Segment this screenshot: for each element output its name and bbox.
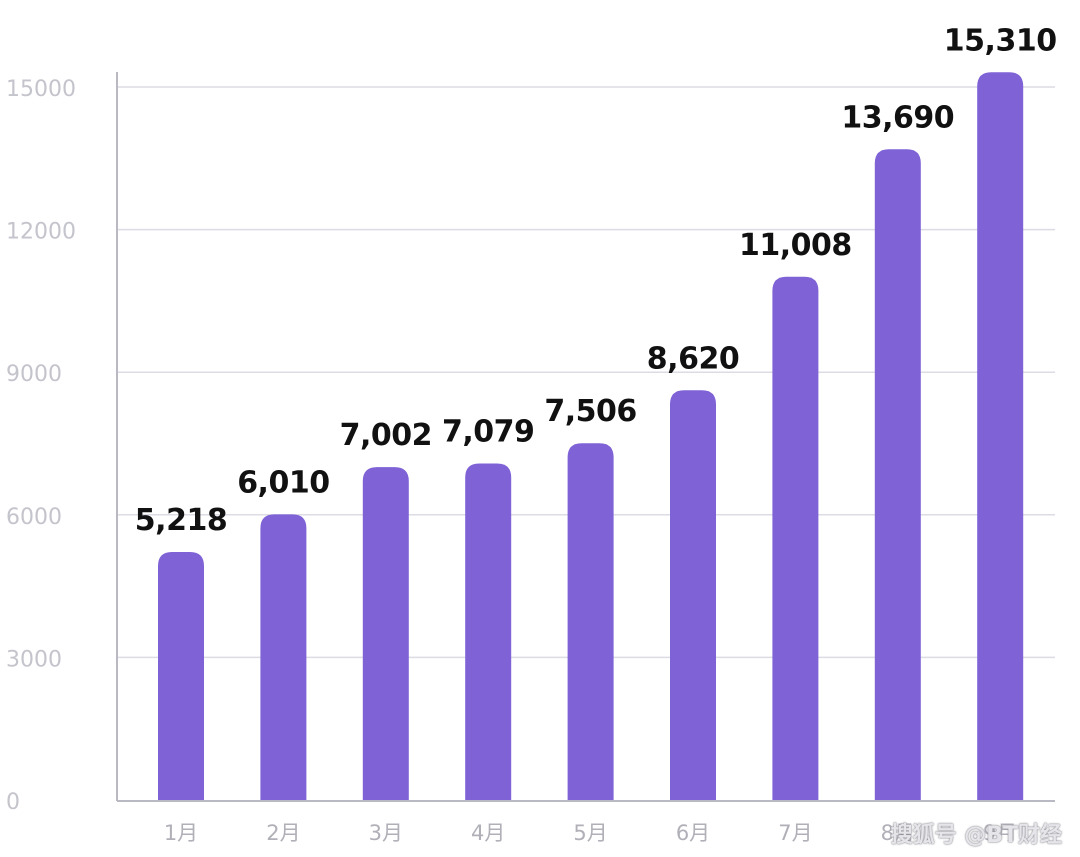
bar xyxy=(260,514,307,800)
watermark: 搜狐号 @BT财经 xyxy=(890,823,1062,848)
x-tick-label: 2月 xyxy=(266,821,300,845)
bar xyxy=(977,72,1024,801)
data-label: 15,310 xyxy=(944,23,1057,58)
x-tick-label: 9月 xyxy=(983,821,1017,845)
x-tick-label: 3月 xyxy=(369,821,403,845)
data-label: 5,218 xyxy=(135,503,227,538)
data-label: 13,690 xyxy=(841,100,954,135)
data-label: 7,506 xyxy=(544,394,636,429)
x-tick-label: 6月 xyxy=(676,821,710,845)
data-label: 7,002 xyxy=(340,418,432,453)
x-tick-label: 8月 xyxy=(881,821,915,845)
x-tick-label: 7月 xyxy=(778,821,812,845)
data-label: 8,620 xyxy=(647,341,739,376)
y-tick-label: 0 xyxy=(6,790,20,815)
y-tick-label: 6000 xyxy=(6,505,62,530)
data-label: 7,079 xyxy=(442,415,534,450)
y-tick-label: 15000 xyxy=(6,77,76,102)
bar xyxy=(772,276,819,800)
bar xyxy=(670,390,716,800)
bar xyxy=(158,551,204,800)
data-label: 11,008 xyxy=(739,228,852,263)
data-label: 6,010 xyxy=(237,465,329,500)
x-tick-label: 5月 xyxy=(573,821,607,845)
x-tick-label: 1月 xyxy=(164,821,198,845)
bar xyxy=(567,443,614,800)
x-tick-label: 4月 xyxy=(471,821,505,845)
y-tick-label: 12000 xyxy=(6,220,76,245)
bar xyxy=(362,467,409,800)
bar xyxy=(874,149,921,800)
bar xyxy=(465,463,512,800)
y-tick-label: 9000 xyxy=(6,362,62,387)
y-tick-label: 3000 xyxy=(6,647,62,672)
